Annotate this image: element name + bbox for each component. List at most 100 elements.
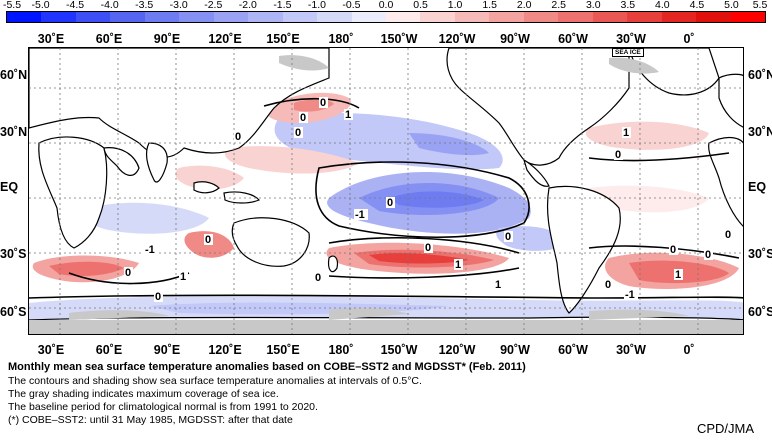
colorbar-cell — [730, 12, 765, 22]
colorbar-cell — [317, 12, 352, 22]
colorbar-cell — [592, 12, 628, 22]
longitude-label: 30˚W — [616, 343, 646, 357]
contour-label: 0 — [615, 149, 621, 161]
contour-label-bg — [674, 269, 683, 280]
contour-label-bg — [204, 234, 213, 245]
colorbar-cell — [454, 12, 490, 22]
caption-line-2: The gray shading indicates maximum cover… — [8, 388, 279, 400]
colorbar-tick-label: 5.0 — [724, 0, 739, 11]
colorbar-cell — [75, 12, 111, 22]
colorbar-cell — [420, 12, 455, 22]
colorbar-tick-label: -1.0 — [307, 0, 326, 11]
colorbar-tick-label: 0.5 — [413, 0, 428, 11]
contour-label-bg — [319, 97, 328, 108]
longitude-label: 60˚W — [558, 343, 588, 357]
longitude-label: 60˚W — [558, 32, 588, 46]
colorbar-cell — [661, 12, 697, 22]
colorbar-tick-label: -4.5 — [66, 0, 85, 11]
contour-label-bg — [724, 229, 733, 240]
latitude-label: 30˚N — [0, 125, 28, 139]
latitude-label: EQ — [748, 180, 767, 194]
colorbar-cell — [696, 12, 731, 22]
caption-line-3: The baseline period for climatological n… — [8, 401, 318, 413]
contour-label: 0 — [505, 231, 511, 243]
latitude-label: 30˚N — [748, 125, 772, 139]
contour-label: 0 — [705, 249, 711, 261]
colorbar-cell — [248, 12, 283, 22]
contour-label: 1 — [623, 127, 629, 139]
colorbar-tick-label: -0.5 — [342, 0, 361, 11]
longitude-label: 150˚W — [380, 343, 418, 357]
longitude-label: 90˚W — [500, 32, 530, 46]
colorbar-cell — [351, 12, 386, 22]
longitude-label: 150˚E — [266, 32, 300, 46]
latitude-label: EQ — [0, 180, 19, 194]
contour-label: -1 — [355, 209, 365, 221]
colorbar-tick-label: -2.0 — [238, 0, 257, 11]
caption-title: Monthly mean sea surface temperature ano… — [8, 361, 526, 373]
longitude-label: 30˚E — [37, 32, 65, 46]
longitude-labels-bottom: 30˚E 60˚E 90˚E 120˚E 150˚E 180˚ 150˚W 120˚W 90˚W… — [0, 343, 772, 358]
longitude-label: 120˚E — [208, 343, 242, 357]
caption-line-4: (*) COBE–SST2: until 31 May 1985, MGDSST… — [8, 414, 293, 426]
contour-lines — [29, 97, 743, 299]
contour-label-bg — [604, 279, 613, 290]
longitude-label: 150˚E — [266, 343, 300, 357]
contour-label: 0 — [295, 127, 301, 139]
contour-label: 0 — [725, 229, 731, 241]
sea-ice — [29, 55, 743, 334]
latitude-labels-left: 60˚N 30˚N EQ 30˚S 60˚S — [0, 0, 28, 440]
contour-label: 0 — [387, 197, 393, 209]
contour-label: 0 — [425, 242, 431, 254]
colorbar-tick-label: -5.5 — [2, 0, 22, 11]
contour-label-bg — [154, 291, 163, 302]
longitude-label: 120˚E — [208, 32, 242, 46]
sst-anomaly-map: 0 1 0 0 0 -1 0 0 0 1 0 1 0 -1 0 1 0 0 0 0 -1 0 1 1 0 — [28, 47, 744, 335]
contour-label-bg — [704, 249, 713, 260]
contour-label-bg — [424, 242, 433, 253]
colorbar-cell — [627, 12, 662, 22]
longitude-label: 30˚E — [37, 343, 65, 357]
contour-label-bg — [669, 244, 678, 255]
contour-label: 1 — [345, 109, 351, 121]
colorbar-tick-label: 3.5 — [620, 0, 636, 11]
longitude-label: 180˚ — [328, 32, 354, 46]
contour-label-bg — [354, 209, 368, 220]
contour-label: 0 — [315, 272, 321, 284]
contour-label-bg — [614, 149, 623, 160]
grid-lines — [29, 48, 743, 334]
colorbar-cell — [523, 12, 559, 22]
contour-label-bg — [622, 127, 631, 138]
colorbar-cell — [489, 12, 524, 22]
colorbar-tick-label: 2.5 — [551, 0, 567, 11]
contour-label: 0 — [605, 279, 611, 291]
colorbar-tick-label: 2.0 — [516, 0, 532, 11]
contour-label: 1 — [455, 259, 461, 271]
colorbar-tick-label: 5.5 — [752, 0, 768, 11]
contour-label: 0 — [125, 267, 131, 279]
contour-label: 0 — [205, 234, 211, 246]
longitude-label: 60˚E — [95, 343, 123, 357]
contour-label-bg — [124, 267, 133, 278]
contour-label-bg — [494, 279, 503, 290]
contour-label: 1 — [180, 271, 186, 283]
contour-label-bg — [624, 289, 638, 300]
longitude-label: 120˚W — [438, 343, 476, 357]
longitude-labels-top: 30˚E 60˚E 90˚E 120˚E 150˚E 180˚ 150˚W 120˚W 90˚W… — [0, 32, 772, 47]
longitude-label: 30˚W — [616, 32, 646, 46]
contour-label-bg — [344, 109, 353, 120]
contour-label-bg — [294, 127, 303, 138]
longitude-label: 120˚W — [438, 32, 476, 46]
colorbar-tick-label: 4.0 — [655, 0, 670, 11]
longitude-label: 60˚E — [95, 32, 123, 46]
colorbar-cell — [179, 12, 214, 22]
latitude-label: 60˚N — [0, 68, 28, 82]
contour-label-bg — [454, 259, 463, 270]
colorbar-tick-label: 1.5 — [482, 0, 497, 11]
contour-label: 1 — [675, 269, 681, 281]
colorbar-tick-label: -5.0 — [31, 0, 50, 11]
longitude-label: 180˚ — [328, 343, 354, 357]
contour-label-bg — [504, 231, 513, 242]
colorbar-tick-label: -3.0 — [169, 0, 188, 11]
